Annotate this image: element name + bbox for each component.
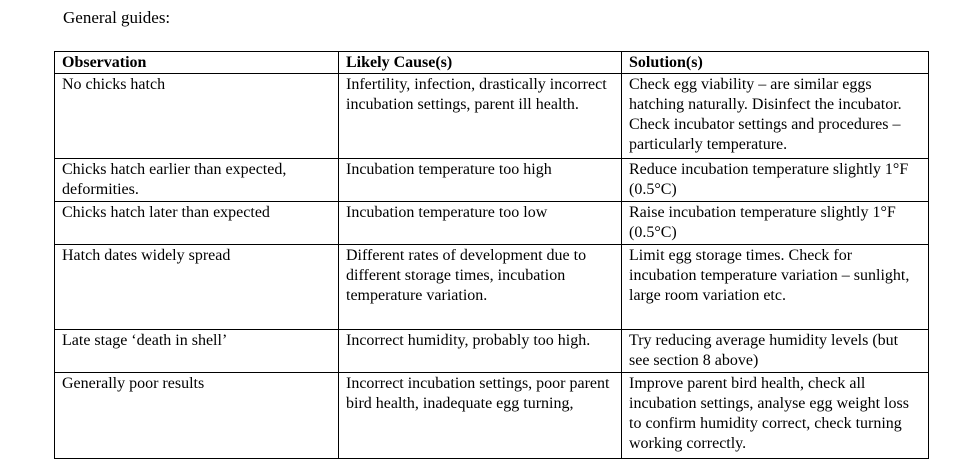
table-row: Generally poor results Incorrect incubat…: [54, 372, 929, 459]
solution-cell: Improve parent bird health, check all in…: [621, 372, 929, 459]
table-row: Chicks hatch later than expected Incubat…: [54, 201, 929, 245]
solution-cell: Limit egg storage times. Check for incub…: [621, 244, 929, 330]
observation-cell: Chicks hatch later than expected: [54, 201, 339, 245]
solution-cell: Raise incubation temperature slightly 1°…: [621, 201, 929, 245]
cause-cell: Infertility, infection, drastically inco…: [338, 73, 622, 159]
cause-cell: Incorrect humidity, probably too high.: [338, 329, 622, 373]
solution-cell: Reduce incubation temperature slightly 1…: [621, 158, 929, 202]
troubleshooting-table: Observation Likely Cause(s) Solution(s) …: [54, 51, 929, 459]
table-header-row: Observation Likely Cause(s) Solution(s): [54, 51, 929, 74]
cause-cell: Incubation temperature too high: [338, 158, 622, 202]
cause-cell: Incubation temperature too low: [338, 201, 622, 245]
observation-cell: No chicks hatch: [54, 73, 339, 159]
cause-cell: Different rates of development due to di…: [338, 244, 622, 330]
observation-cell: Chicks hatch earlier than expected, defo…: [54, 158, 339, 202]
table-row: Late stage ‘death in shell’ Incorrect hu…: [54, 329, 929, 373]
cause-cell: Incorrect incubation settings, poor pare…: [338, 372, 622, 459]
table-row: Hatch dates widely spread Different rate…: [54, 244, 929, 330]
table-row: No chicks hatch Infertility, infection, …: [54, 73, 929, 159]
observation-cell: Hatch dates widely spread: [54, 244, 339, 330]
solution-cell: Try reducing average humidity levels (bu…: [621, 329, 929, 373]
solution-cell: Check egg viability – are similar eggs h…: [621, 73, 929, 159]
observation-cell: Late stage ‘death in shell’: [54, 329, 339, 373]
table-row: Chicks hatch earlier than expected, defo…: [54, 158, 929, 202]
header-likely-causes: Likely Cause(s): [338, 51, 622, 74]
section-heading: General guides:: [63, 8, 171, 27]
header-observation: Observation: [54, 51, 339, 74]
header-solutions: Solution(s): [621, 51, 929, 74]
observation-cell: Generally poor results: [54, 372, 339, 459]
